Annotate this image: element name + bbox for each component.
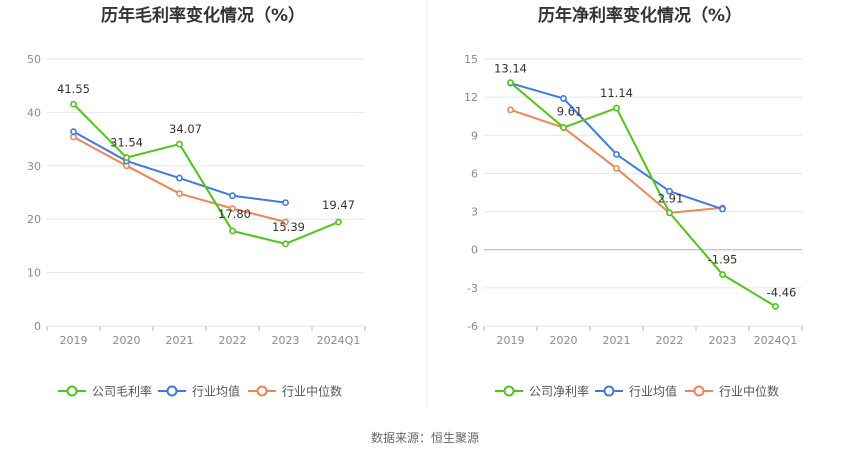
chart-title: 历年净利率变化情况（%）: [538, 5, 742, 26]
legend-swatch-marker: [693, 385, 705, 397]
legend-swatch-marker: [503, 385, 515, 397]
data-point-industry_avg: [176, 174, 183, 182]
net-margin-chart: 历年净利率变化情况（%） -6 -3 0 3 6 9 12 15 2019 2020 2021 2022…: [464, 5, 803, 399]
y-tick-label: 0: [34, 320, 41, 333]
legend-label: 行业均值: [192, 384, 240, 399]
y-tick-label: 20: [27, 213, 41, 226]
data-point-company: [772, 303, 779, 310]
legend-item-industry_median[interactable]: 行业中位数: [248, 384, 342, 399]
legend-label: 行业中位数: [282, 384, 342, 399]
x-tick-label: 2023: [709, 334, 737, 347]
data-point-industry_median: [176, 190, 183, 197]
legend-item-industry_avg[interactable]: 行业均值: [595, 384, 677, 399]
data-point-industry_avg: [613, 150, 620, 158]
y-tick-label: 0: [471, 244, 478, 257]
data-point-industry_median: [70, 133, 77, 141]
legend-label: 行业中位数: [719, 384, 779, 399]
y-tick-label: 15: [464, 53, 478, 66]
data-point-industry_avg: [666, 187, 673, 195]
legend-item-company[interactable]: 公司净利率: [495, 384, 589, 399]
legend-item-industry_median[interactable]: 行业中位数: [685, 384, 779, 399]
legend-item-company[interactable]: 公司毛利率: [58, 384, 152, 399]
y-tick-label: 50: [27, 53, 41, 66]
y-tick-label: 6: [471, 167, 478, 180]
legend-swatch-marker: [256, 385, 268, 397]
legend-label: 公司净利率: [529, 384, 589, 399]
chart-title: 历年毛利率变化情况（%）: [101, 5, 305, 26]
y-tick-label: -3: [467, 282, 478, 295]
y-tick-label: -6: [467, 320, 478, 333]
data-label: -1.95: [708, 253, 738, 267]
legend-swatch-marker: [66, 385, 78, 397]
x-tick-label: 2022: [656, 334, 684, 347]
data-point-company: [507, 79, 514, 87]
data-label: 34.07: [169, 122, 202, 136]
data-label: 41.55: [57, 82, 90, 96]
y-tick-label: 40: [27, 106, 41, 119]
legend-swatch-marker: [166, 385, 178, 397]
data-label: 13.14: [494, 62, 527, 76]
data-point-company: [176, 140, 183, 148]
data-point-industry_avg: [70, 128, 77, 136]
x-tick-label: 2020: [550, 334, 578, 347]
x-tick-label: 2019: [60, 334, 88, 347]
y-tick-label: 30: [27, 160, 41, 173]
legend-item-industry_avg[interactable]: 行业均值: [158, 384, 240, 399]
data-point-company: [719, 271, 726, 278]
y-tick-label: 3: [471, 206, 478, 219]
x-tick-label: 2022: [219, 334, 247, 347]
data-label: 17.80: [218, 207, 251, 221]
data-point-company: [282, 240, 289, 248]
data-point-company: [613, 104, 620, 112]
data-label: 11.14: [600, 86, 633, 100]
legend-swatch-marker: [603, 385, 615, 397]
data-label: 15.39: [272, 220, 305, 234]
data-source-label: 数据来源：恒生聚源: [371, 430, 479, 445]
data-label: 9.61: [557, 105, 583, 119]
y-tick-label: 9: [471, 129, 478, 142]
data-label: -4.46: [767, 285, 797, 299]
x-tick-label: 2024Q1: [317, 334, 361, 347]
data-point-industry_avg: [560, 95, 567, 102]
data-point-company: [229, 227, 236, 235]
data-point-company: [666, 209, 673, 217]
x-tick-label: 2024Q1: [754, 334, 798, 347]
x-tick-label: 2021: [166, 334, 194, 347]
x-tick-label: 2020: [113, 334, 141, 347]
data-point-industry_median: [282, 218, 289, 226]
data-label: 2.91: [658, 192, 684, 206]
data-label: 19.47: [322, 198, 355, 212]
legend-label: 公司毛利率: [92, 384, 152, 399]
data-point-industry_median: [613, 164, 620, 172]
x-tick-label: 2019: [497, 334, 525, 347]
data-point-company: [335, 218, 342, 226]
y-tick-label: 12: [464, 91, 478, 104]
data-point-company: [70, 100, 77, 108]
legend-label: 行业均值: [629, 384, 677, 399]
data-label: 31.54: [110, 136, 143, 150]
data-point-industry_median: [229, 205, 236, 212]
data-point-company: [560, 124, 567, 131]
data-point-industry_avg: [229, 192, 236, 200]
data-point-industry_avg: [282, 199, 289, 207]
data-point-industry_avg: [719, 205, 726, 213]
x-tick-label: 2021: [603, 334, 631, 347]
gross-margin-chart: 历年毛利率变化情况（%） 0 10 20 30 40 50 2019 2020 2021 2022 2…: [27, 5, 366, 399]
y-tick-label: 10: [27, 267, 41, 280]
series-line-company: [509, 81, 777, 308]
x-tick-label: 2023: [272, 334, 300, 347]
series-line-industry_avg: [510, 82, 723, 210]
data-point-industry_median: [507, 106, 514, 114]
data-point-company: [123, 154, 130, 161]
series-line-company: [72, 103, 339, 245]
